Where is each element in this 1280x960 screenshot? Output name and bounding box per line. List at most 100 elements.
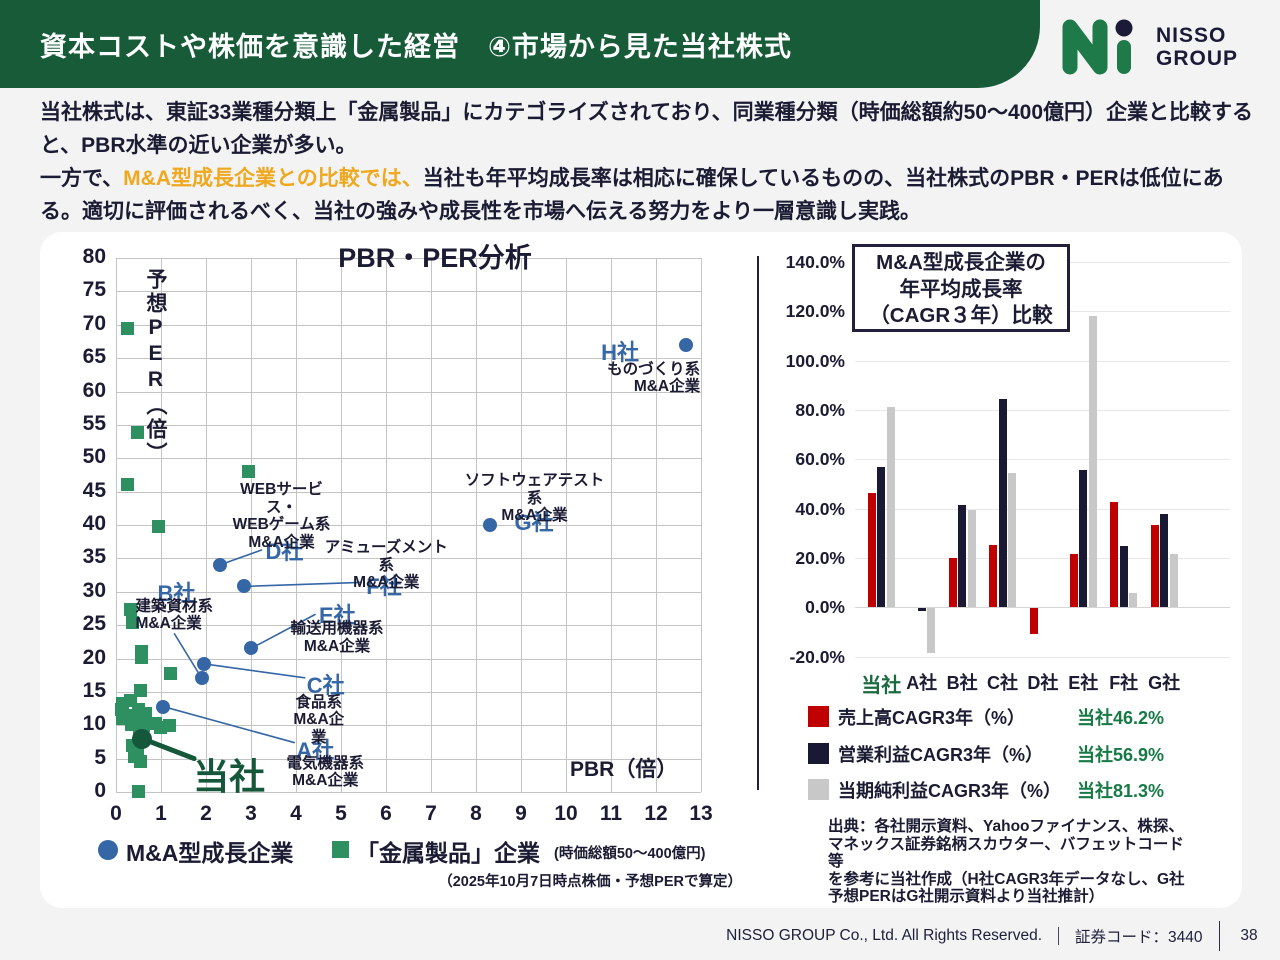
scatter-x-tick-label: 13	[689, 802, 713, 825]
scatter-point-F社	[237, 579, 252, 594]
scatter-point-C社	[196, 656, 211, 671]
scatter-y-tick-label: 60	[82, 378, 106, 402]
scatter-x-tick-label: 10	[554, 802, 578, 825]
bar-y-tick-label: 120.0%	[785, 301, 845, 322]
scatter-industry-line: 輸送用機器系	[290, 620, 384, 638]
intro-paragraph-1: 当社株式は、東証33業種分類上「金属製品」にカテゴライズされており、同業種分類（…	[40, 96, 1255, 162]
scatter-gridline-h	[116, 258, 701, 259]
footer-page-number: 38	[1240, 927, 1258, 944]
bar-y-tick-label: 40.0%	[795, 498, 845, 519]
source-note-line: マネックス証券銘柄スカウター、バフェットコード等	[828, 835, 1184, 871]
scatter-gridline-h	[116, 691, 701, 693]
scatter-y-tick-label: 35	[82, 545, 106, 569]
scatter-x-tick-label: 4	[290, 802, 302, 825]
scatter-y-tick-label: 55	[82, 411, 106, 435]
scatter-x-tick-label: 2	[200, 802, 212, 825]
bar-category-label: B社	[946, 672, 978, 693]
bar-title-line-2: 年平均成長率	[899, 277, 1023, 301]
footer-separator-icon	[1058, 927, 1060, 945]
bar-title-line-3: （CAGR３年）比較	[869, 304, 1053, 327]
scatter-point-metal	[152, 519, 166, 533]
scatter-y-tick-label: 50	[82, 445, 106, 469]
scatter-industry-label: アミューズメント系 M&A企業	[318, 539, 454, 592]
bar-当社-series-1	[877, 466, 886, 608]
bar-gridline	[855, 557, 1230, 559]
intro-p2-highlight: M&A型成長企業との比較では、	[123, 167, 423, 190]
scatter-x-tick-label: 12	[644, 802, 668, 825]
scatter-gridline-h	[116, 558, 701, 560]
scatter-point-G社	[482, 518, 497, 532]
bar-F社-series-2	[1129, 592, 1138, 608]
scatter-point-metal	[124, 603, 138, 617]
scatter-y-tick-label: 70	[82, 311, 106, 335]
nisso-logo: NISSO GROUP	[1058, 14, 1238, 80]
scatter-title: PBR・PER分析	[338, 243, 532, 273]
scatter-point-metal	[153, 721, 167, 735]
logo-line-1: NISSO	[1156, 24, 1227, 47]
scatter-own-label: 当社	[193, 755, 266, 797]
legend-ma-circle-marker	[98, 840, 118, 860]
footer-copyright: NISSO GROUP Co., Ltd. All Rights Reserve…	[726, 927, 1043, 944]
scatter-gridline-h	[116, 625, 701, 627]
scatter-industry-label: 食品系 M&A企業	[287, 694, 351, 747]
bar-legend-series-name: 営業利益CAGR3年（%）	[838, 744, 1044, 765]
bar-当社-series-0	[867, 493, 876, 608]
scatter-industry-label: 輸送用機器系 M&A企業	[289, 620, 385, 655]
scatter-industry-line: 電気機器系	[286, 754, 364, 772]
bar-C社-series-0	[989, 544, 998, 608]
charts-card: 0 1 2 3 4 5 6 7 8 9 10 11 12 13 0 5 10 15 20 25 30 35 40 45 50 55…	[40, 232, 1242, 908]
scatter-point-metal	[164, 666, 178, 680]
footer: NISSO GROUP Co., Ltd. All Rights Reserve…	[0, 912, 1280, 960]
scatter-gridline-h	[116, 391, 701, 393]
scatter-point-label: G社	[514, 510, 554, 535]
bar-gridline	[855, 607, 1230, 609]
scatter-industry-label: ソフトウェアテスト系 M&A企業	[460, 472, 610, 525]
bar-y-tick-label: 80.0%	[795, 399, 845, 420]
bar-E社-series-0	[1069, 554, 1078, 608]
bar-当社-series-2	[886, 406, 895, 608]
bar-title-line-1: M&A型成長企業の	[876, 251, 1046, 274]
scatter-footnote: （2025年10月7日時点株価・予想PERで算定）	[438, 874, 742, 890]
source-note-line: 出典：各社開示資料、Yahooファイナンス、株探、	[828, 818, 1184, 835]
scatter-y-tick-label: 5	[94, 745, 106, 769]
scatter-gridline-h	[116, 491, 701, 493]
scatter-point-own	[132, 728, 153, 749]
bar-gridline	[855, 459, 1230, 461]
scatter-industry-line: M&A企業	[633, 378, 701, 396]
bar-C社-series-1	[998, 398, 1007, 608]
bar-legend-swatch-icon	[808, 779, 829, 800]
bar-legend-swatch-icon	[808, 742, 829, 764]
bar-G社-series-0	[1150, 524, 1159, 608]
scatter-industry-line: ものづくり系	[607, 360, 701, 378]
scatter-point-label: D社	[265, 539, 304, 565]
scatter-gridline-h	[116, 525, 701, 526]
scatter-point-metal	[125, 615, 139, 629]
intro-paragraph-2: 一方で、M&A型成長企業との比較では、当社も年平均成長率は相応に確保しているもの…	[40, 162, 1255, 228]
scatter-point-metal	[132, 784, 145, 798]
bar-B社-series-1	[958, 505, 967, 608]
bar-E社-series-2	[1088, 316, 1097, 608]
scatter-industry-line: WEBゲーム系	[232, 516, 331, 534]
legend-metal-label: 「金属製品」企業	[356, 840, 540, 866]
scatter-point-label: A社	[296, 737, 335, 763]
scatter-point-label: H社	[601, 339, 640, 365]
scatter-industry-line: M&A企業	[353, 574, 420, 592]
bar-E社-series-1	[1079, 470, 1088, 608]
bar-y-tick-label: 140.0%	[785, 251, 845, 272]
scatter-x-tick-label: 11	[599, 802, 623, 825]
scatter-gridline-v	[701, 258, 702, 792]
bar-y-tick-label: 100.0%	[785, 350, 845, 371]
bar-G社-series-2	[1169, 554, 1178, 608]
scatter-gridline-h	[116, 424, 701, 426]
scatter-x-tick-label: 6	[380, 802, 392, 825]
scatter-point-metal	[121, 478, 135, 492]
scatter-gridline-h	[116, 758, 701, 760]
page-title: 資本コストや株価を意識した経営 ④市場から見た当社株式	[40, 31, 792, 62]
scatter-point-metal	[134, 650, 148, 664]
scatter-point-B社	[194, 670, 209, 685]
scatter-point-A社	[156, 699, 171, 714]
scatter-y-tick-label: 20	[82, 645, 106, 669]
scatter-point-metal	[134, 684, 148, 698]
bar-chart-source-note: 出典：各社開示資料、Yahooファイナンス、株探、 マネックス証券銘柄スカウター、…	[828, 818, 1196, 906]
bar-A社-series-2	[927, 608, 936, 653]
